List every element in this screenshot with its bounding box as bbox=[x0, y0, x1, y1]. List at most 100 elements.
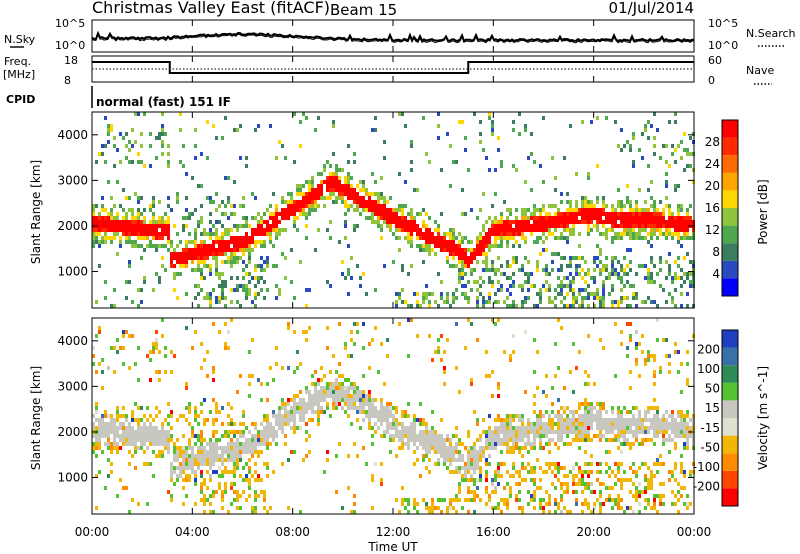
data-cell bbox=[131, 426, 134, 430]
data-cell bbox=[146, 462, 149, 466]
data-cell bbox=[122, 406, 125, 410]
data-cell bbox=[413, 292, 416, 296]
data-cell bbox=[461, 292, 464, 296]
data-cell bbox=[248, 248, 251, 252]
data-cell bbox=[164, 354, 167, 358]
data-cell bbox=[638, 212, 641, 216]
data-cell bbox=[308, 180, 311, 184]
data-cell bbox=[128, 422, 131, 426]
data-cell bbox=[455, 426, 458, 430]
data-cell bbox=[563, 304, 566, 308]
data-cell bbox=[413, 418, 416, 422]
data-cell bbox=[542, 426, 545, 430]
data-cell bbox=[221, 288, 224, 292]
data-cell bbox=[599, 304, 602, 308]
data-cell bbox=[182, 256, 185, 260]
data-cell bbox=[167, 236, 170, 240]
data-cell bbox=[200, 442, 203, 446]
data-cell bbox=[110, 418, 113, 422]
data-cell bbox=[200, 248, 203, 252]
data-cell bbox=[200, 272, 203, 276]
data-cell bbox=[512, 260, 515, 264]
data-cell bbox=[107, 132, 110, 136]
data-cell bbox=[647, 406, 650, 410]
data-cell bbox=[290, 406, 293, 410]
data-cell bbox=[473, 462, 476, 466]
data-cell bbox=[509, 446, 512, 450]
data-cell bbox=[518, 430, 521, 434]
data-cell bbox=[611, 216, 614, 220]
data-cell bbox=[485, 232, 488, 236]
data-cell bbox=[686, 382, 689, 386]
data-cell bbox=[218, 474, 221, 478]
data-cell bbox=[182, 502, 185, 506]
data-cell bbox=[407, 402, 410, 406]
data-cell bbox=[542, 220, 545, 224]
data-cell bbox=[353, 394, 356, 398]
data-cell bbox=[491, 228, 494, 232]
data-cell bbox=[101, 434, 104, 438]
data-cell bbox=[353, 200, 356, 204]
data-cell bbox=[596, 164, 599, 168]
data-cell bbox=[572, 426, 575, 430]
data-cell bbox=[116, 216, 119, 220]
data-cell bbox=[311, 398, 314, 402]
data-cell bbox=[278, 288, 281, 292]
data-cell bbox=[350, 330, 353, 334]
data-cell bbox=[632, 220, 635, 224]
data-cell bbox=[644, 438, 647, 442]
data-cell bbox=[674, 442, 677, 446]
data-cell bbox=[173, 252, 176, 256]
data-cell bbox=[194, 458, 197, 462]
data-cell bbox=[503, 300, 506, 304]
data-cell bbox=[497, 414, 500, 418]
data-cell bbox=[92, 426, 95, 430]
data-cell bbox=[302, 200, 305, 204]
data-cell bbox=[686, 502, 689, 506]
data-cell bbox=[218, 454, 221, 458]
data-cell bbox=[632, 164, 635, 168]
data-cell bbox=[206, 248, 209, 252]
data-cell bbox=[92, 446, 95, 450]
data-cell bbox=[251, 232, 254, 236]
data-cell bbox=[116, 252, 119, 256]
data-cell bbox=[419, 402, 422, 406]
data-cell bbox=[308, 326, 311, 330]
data-cell bbox=[425, 434, 428, 438]
data-cell bbox=[167, 196, 170, 200]
data-cell bbox=[410, 434, 413, 438]
data-cell bbox=[104, 116, 107, 120]
data-cell bbox=[533, 220, 536, 224]
data-cell bbox=[554, 486, 557, 490]
data-cell bbox=[650, 478, 653, 482]
data-cell bbox=[287, 414, 290, 418]
data-cell bbox=[320, 184, 323, 188]
data-cell bbox=[467, 264, 470, 268]
data-cell bbox=[614, 474, 617, 478]
data-cell bbox=[491, 232, 494, 236]
data-cell bbox=[623, 296, 626, 300]
data-cell bbox=[389, 414, 392, 418]
data-cell bbox=[668, 228, 671, 232]
data-cell bbox=[452, 458, 455, 462]
data-cell bbox=[680, 494, 683, 498]
data-cell bbox=[629, 418, 632, 422]
data-cell bbox=[347, 184, 350, 188]
data-cell bbox=[575, 482, 578, 486]
data-cell bbox=[614, 216, 617, 220]
data-cell bbox=[170, 498, 173, 502]
data-cell bbox=[326, 280, 329, 284]
data-cell bbox=[533, 506, 536, 510]
data-cell bbox=[491, 220, 494, 224]
data-cell bbox=[656, 304, 659, 308]
data-cell bbox=[497, 148, 500, 152]
data-cell bbox=[305, 224, 308, 228]
data-cell bbox=[650, 280, 653, 284]
data-cell bbox=[680, 410, 683, 414]
data-cell bbox=[548, 510, 551, 514]
data-cell bbox=[395, 236, 398, 240]
data-cell bbox=[266, 256, 269, 260]
data-cell bbox=[449, 184, 452, 188]
data-cell bbox=[584, 212, 587, 216]
data-cell bbox=[203, 450, 206, 454]
